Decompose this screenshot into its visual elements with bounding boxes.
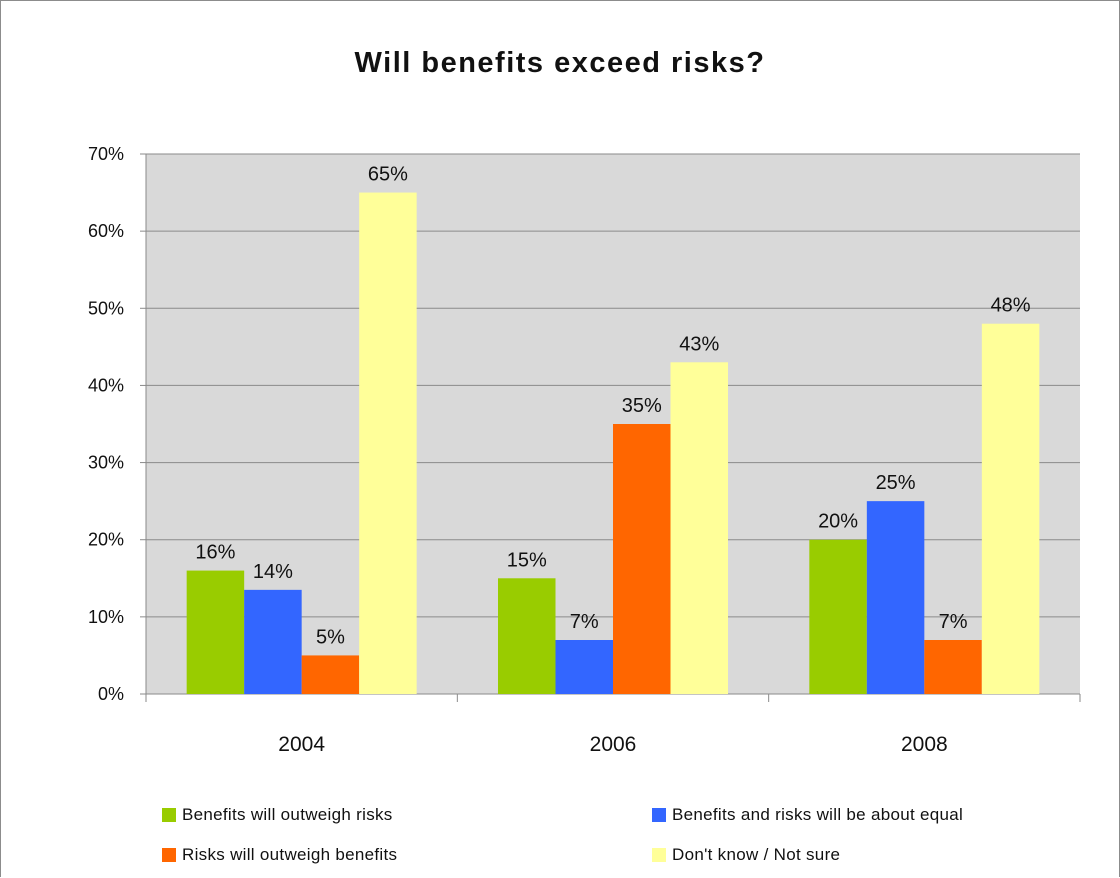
y-tick-label: 60% bbox=[88, 221, 124, 241]
bar bbox=[359, 192, 417, 695]
y-tick-label: 0% bbox=[98, 684, 124, 704]
y-tick-label: 50% bbox=[88, 298, 124, 318]
bar bbox=[670, 362, 728, 694]
data-label: 7% bbox=[570, 611, 599, 633]
x-tick-label: 2006 bbox=[590, 733, 637, 756]
bar bbox=[244, 589, 302, 694]
data-label: 65% bbox=[368, 164, 408, 186]
data-label: 14% bbox=[253, 561, 293, 583]
bar bbox=[866, 501, 925, 694]
data-label: 25% bbox=[876, 472, 916, 494]
data-label: 48% bbox=[991, 295, 1031, 317]
y-tick-label: 40% bbox=[88, 375, 124, 395]
y-tick-label: 10% bbox=[88, 607, 124, 627]
data-label: 16% bbox=[195, 542, 235, 564]
bar bbox=[809, 539, 867, 694]
bar bbox=[613, 424, 671, 694]
chart-title: Will benefits exceed risks? bbox=[355, 47, 766, 79]
plot-area: 0% 10% 20% 30% 40% 50% 60% 70% 16% 14% 5% 65% 2004 15… bbox=[88, 144, 1081, 756]
x-tick-label: 2008 bbox=[901, 733, 948, 756]
bar bbox=[498, 578, 556, 694]
bar bbox=[186, 570, 245, 694]
bar bbox=[555, 640, 613, 694]
data-label: 7% bbox=[939, 611, 968, 633]
data-label: 15% bbox=[507, 549, 547, 571]
x-tick-label: 2004 bbox=[278, 733, 325, 756]
y-tick-label: 30% bbox=[88, 453, 124, 473]
data-label: 20% bbox=[818, 511, 858, 533]
bar bbox=[981, 323, 1040, 694]
bar bbox=[924, 640, 982, 694]
bar bbox=[301, 655, 360, 694]
data-label: 43% bbox=[679, 333, 719, 355]
data-label: 5% bbox=[316, 626, 345, 648]
data-label: 35% bbox=[622, 395, 662, 417]
y-tick-label: 20% bbox=[88, 530, 124, 550]
y-tick-label: 70% bbox=[88, 144, 124, 164]
